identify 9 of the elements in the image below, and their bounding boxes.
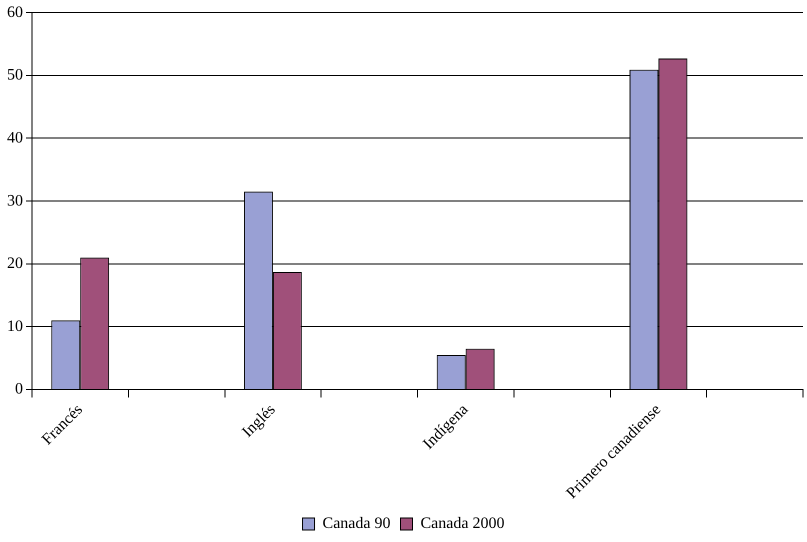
y-tick-label: 60 [7, 4, 23, 21]
y-tick-label: 0 [15, 380, 23, 398]
y-tick-label: 30 [7, 192, 23, 210]
y-tick-label: 20 [7, 255, 23, 272]
y-tick-label: 50 [7, 66, 23, 84]
y-tick-label: 40 [7, 129, 23, 146]
y-tick-label: 10 [7, 318, 23, 335]
legend-label: Canada 90 [322, 515, 391, 532]
legend-label: Canada 2000 [420, 515, 504, 532]
